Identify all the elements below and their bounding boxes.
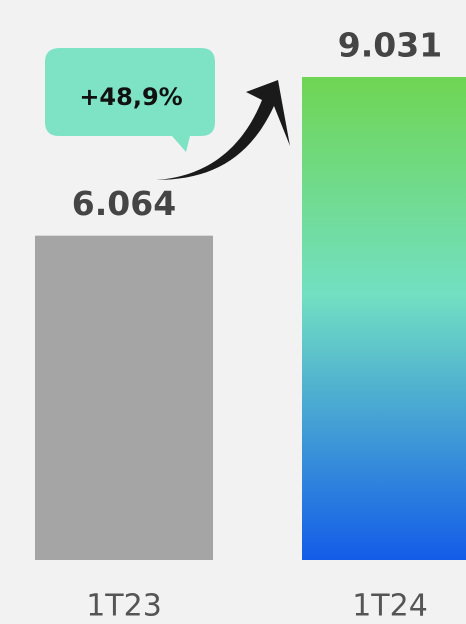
x-tick-label: 1T24: [352, 589, 428, 624]
annotation: +48,9%: [79, 83, 182, 111]
growth-arrow: [156, 80, 290, 180]
callout-bubble: [45, 48, 215, 152]
bar: [35, 235, 213, 560]
value-label: 6.064: [72, 184, 176, 223]
bar: [302, 77, 466, 560]
value-label: 9.031: [338, 26, 442, 65]
x-tick-label: 1T23: [86, 589, 162, 624]
callout: +48,9%: [45, 48, 215, 152]
